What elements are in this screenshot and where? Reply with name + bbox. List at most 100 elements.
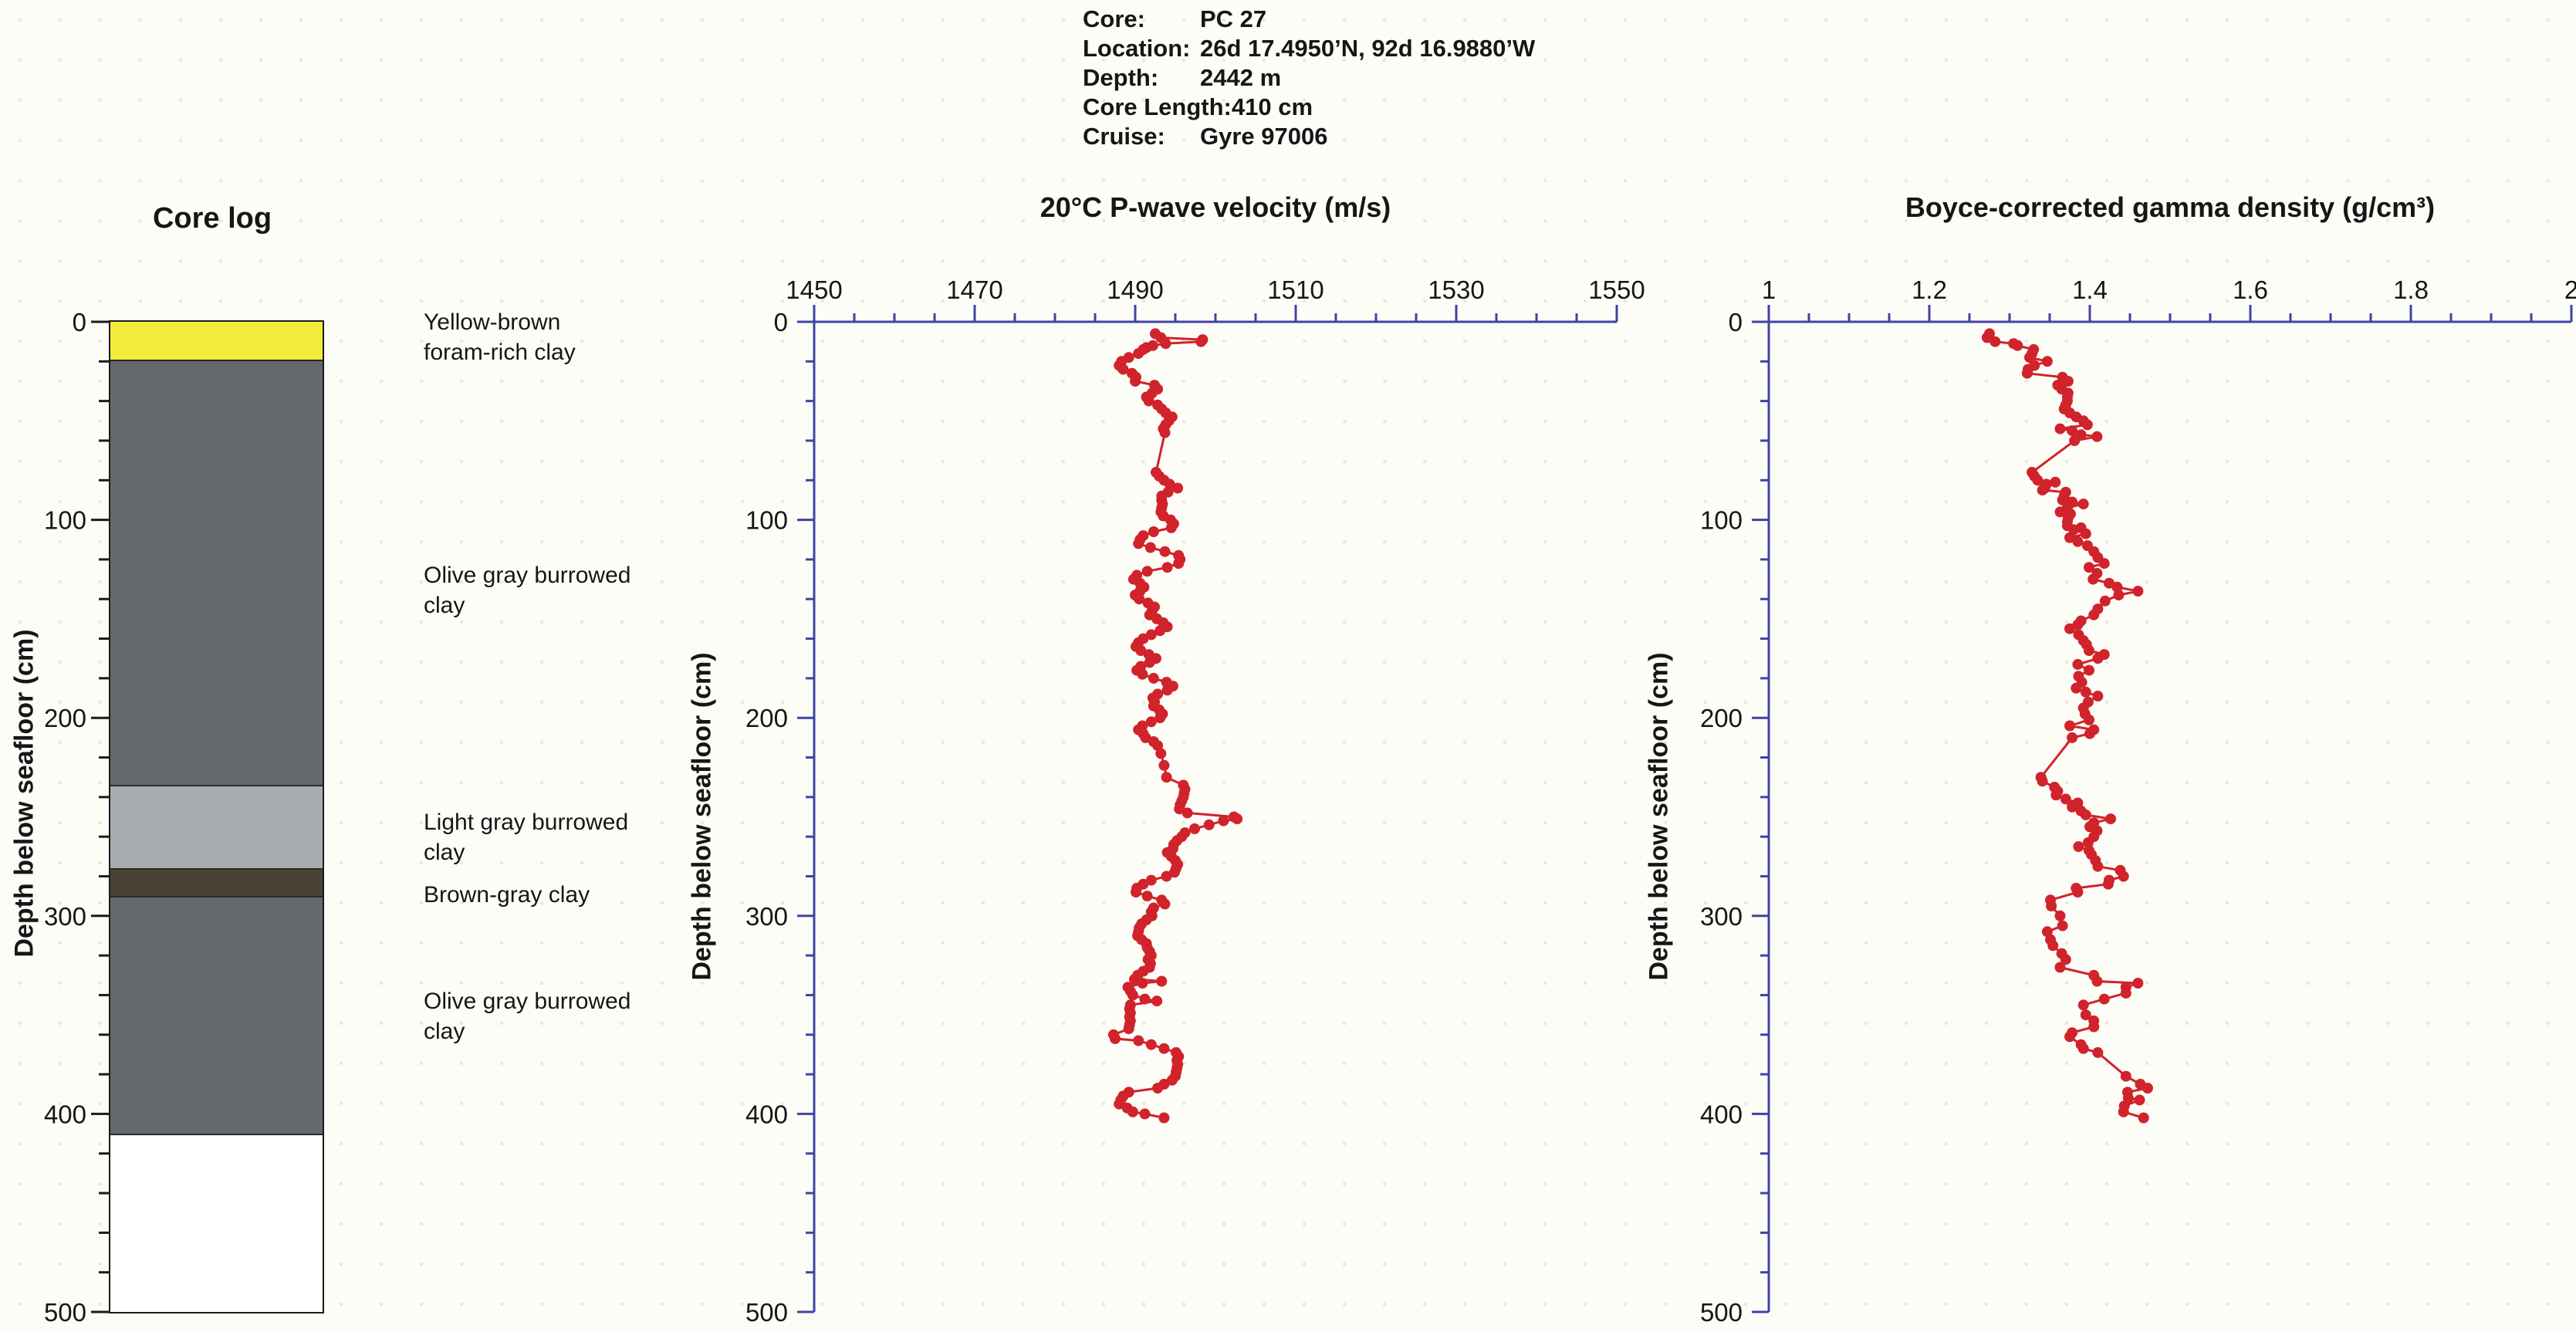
data-point — [1182, 807, 1193, 819]
data-point — [2046, 901, 2057, 911]
core-log-column — [109, 320, 324, 1313]
metadata-value: Gyre 97006 — [1200, 123, 1328, 150]
data-point — [2064, 1031, 2075, 1043]
data-point — [1159, 898, 1171, 910]
data-point — [2021, 367, 2033, 379]
data-point — [1144, 542, 1156, 553]
depth-tick-label: 200 — [44, 704, 86, 732]
data-point — [2084, 728, 2095, 739]
data-point — [2132, 586, 2144, 597]
data-point — [1161, 562, 1173, 573]
data-point — [2134, 1094, 2145, 1106]
metadata-value: 2442 m — [1200, 64, 1282, 91]
x-tick-label: 1450 — [786, 276, 842, 304]
data-point — [1145, 716, 1157, 728]
data-point — [1133, 1035, 1144, 1046]
data-point — [2057, 920, 2068, 931]
data-point — [2098, 558, 2110, 570]
x-tick-label: 1530 — [1428, 276, 1484, 304]
data-point — [1144, 657, 1155, 668]
metadata-label: Core: — [1083, 5, 1145, 32]
data-point — [2068, 524, 2080, 536]
pwave-axes — [797, 305, 1618, 1313]
data-point — [1143, 395, 1154, 407]
data-point — [2072, 619, 2084, 631]
data-point — [2080, 528, 2091, 539]
data-point — [2105, 813, 2116, 825]
metadata-row: Depth: 2442 m — [1083, 63, 1535, 93]
lithology-label-line: clay — [424, 1019, 465, 1044]
data-point — [1139, 1108, 1151, 1120]
data-point — [1110, 1033, 1121, 1044]
data-point — [2088, 1021, 2100, 1033]
x-tick-label: 2 — [2564, 276, 2576, 304]
depth-tick-label: 200 — [745, 704, 788, 732]
core-depth-ticks — [91, 320, 109, 1313]
data-point — [1151, 996, 1163, 1007]
data-point — [1203, 819, 1215, 830]
data-point — [2037, 776, 2048, 787]
metadata-label: Core Length: — [1083, 93, 1232, 120]
depth-tick-label: 500 — [1700, 1298, 1743, 1327]
data-point — [1140, 732, 1151, 743]
data-point — [2041, 356, 2053, 367]
data-point — [2092, 860, 2104, 872]
data-point — [2072, 536, 2084, 547]
data-point — [1131, 887, 1141, 898]
depth-tick-label: 100 — [44, 506, 86, 535]
core-layer — [110, 359, 323, 786]
data-point — [1137, 978, 1148, 989]
data-point — [1161, 685, 1173, 696]
data-point — [2077, 499, 2089, 510]
data-point — [2037, 485, 2048, 496]
data-point — [2081, 419, 2093, 431]
lithology-label-line: clay — [424, 840, 465, 865]
core-layer — [110, 896, 323, 1134]
data-point — [1145, 629, 1157, 641]
data-point — [1174, 803, 1185, 815]
x-tick-label: 1.8 — [2393, 276, 2429, 304]
data-point — [1989, 336, 2001, 347]
lithology-label: Light gray burrowed clay — [424, 807, 686, 867]
data-point — [2072, 658, 2084, 670]
data-point — [1155, 748, 1167, 759]
lithology-label-line: Olive gray burrowed — [424, 563, 631, 588]
data-point — [1154, 712, 1166, 724]
lithology-label-line: foram-rich clay — [424, 340, 576, 365]
depth-tick-label: 300 — [1700, 902, 1743, 931]
data-point — [2072, 887, 2084, 898]
data-point — [1127, 989, 1138, 1001]
data-point — [2080, 686, 2091, 698]
data-point — [2138, 1112, 2149, 1124]
data-point — [2054, 506, 2066, 518]
data-point — [2073, 841, 2084, 852]
data-point — [2054, 962, 2066, 973]
data-point — [2080, 1009, 2091, 1021]
core-log-title: Core log — [152, 202, 272, 235]
depth-tick-label: 0 — [774, 308, 788, 336]
x-tick-label: 1510 — [1267, 276, 1323, 304]
metadata-row: Core: PC 27 — [1083, 5, 1535, 34]
data-point — [2067, 732, 2078, 743]
x-tick-label: 1490 — [1107, 276, 1163, 304]
lithology-label-line: clay — [424, 593, 465, 618]
data-point — [2054, 910, 2066, 921]
data-point — [1141, 891, 1153, 902]
pwave-series-points — [1107, 328, 1243, 1124]
data-point — [2132, 978, 2144, 989]
data-point — [2062, 376, 2074, 387]
metadata-label: Depth: — [1083, 64, 1159, 91]
core-metadata-block: Core: PC 27 Location: 26d 17.4950’N, 92d 1… — [1083, 5, 1535, 151]
data-point — [2120, 1070, 2131, 1082]
data-point — [1129, 973, 1140, 985]
data-point — [2060, 954, 2071, 965]
core-layer — [110, 785, 323, 869]
data-point — [2088, 573, 2099, 585]
data-point — [1158, 759, 1170, 771]
data-point — [2050, 476, 2061, 488]
data-point — [2092, 1046, 2104, 1058]
core-depth-tick-labels: 0 100 200 300 400 500 — [44, 308, 86, 1327]
data-point — [2024, 352, 2035, 363]
data-point — [1137, 668, 1148, 680]
lithology-label: Olive gray burrowed clay — [424, 560, 686, 620]
